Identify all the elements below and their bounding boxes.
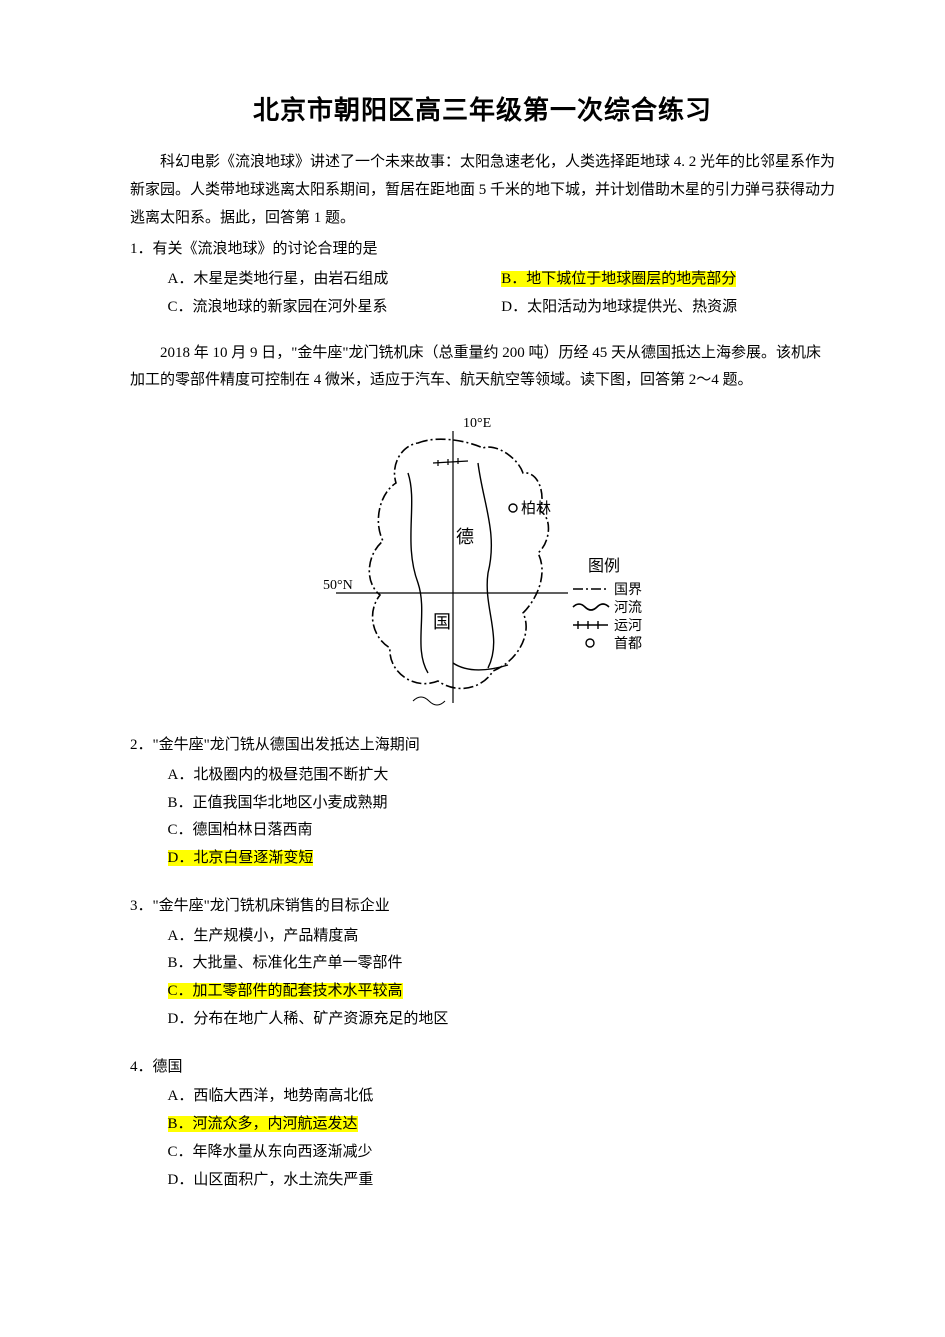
q1-option-d: D．太阳活动为地球提供光、热资源 (501, 294, 835, 322)
q3-option-d: D．分布在地广人稀、矿产资源充足的地区 (168, 1006, 836, 1034)
q4-options: A．西临大西洋，地势南高北低 B．河流众多，内河航运发达 C．年降水量从东向西逐… (130, 1083, 835, 1194)
legend-title: 图例 (588, 557, 620, 575)
q4-stem: 4．德国 (130, 1054, 835, 1082)
label-10e: 10°E (463, 416, 491, 431)
q4-option-a: A．西临大西洋，地势南高北低 (168, 1083, 836, 1111)
q1-option-b: B．地下城位于地球圈层的地壳部分 (501, 266, 835, 294)
q1-options: A．木星是类地行星，由岩石组成 B．地下城位于地球圈层的地壳部分 C．流浪地球的… (130, 266, 835, 322)
q3-option-c-text: C．加工零部件的配套技术水平较高 (168, 983, 403, 999)
germany-map-svg: 10°E 50°N 柏林 德 国 图例 (318, 413, 648, 713)
country-char-top: 德 (456, 527, 474, 547)
legend-label-border: 国界 (614, 583, 642, 598)
label-50n: 50°N (323, 578, 353, 593)
q2-options: A．北极圈内的极昼范围不断扩大 B．正值我国华北地区小麦成熟期 C．德国柏林日落… (130, 762, 835, 873)
q2-option-d-text: D．北京白昼逐渐变短 (168, 850, 314, 866)
exam-page: 北京市朝阳区高三年级第一次综合练习 科幻电影《流浪地球》讲述了一个未来故事：太阳… (0, 0, 945, 1337)
figure-germany-map: 10°E 50°N 柏林 德 国 图例 (130, 413, 835, 718)
q4-option-b: B．河流众多，内河航运发达 (168, 1111, 836, 1139)
q2-option-d: D．北京白昼逐渐变短 (168, 845, 836, 873)
context-paragraph-1: 科幻电影《流浪地球》讲述了一个未来故事：太阳急速老化，人类选择距地球 4. 2 … (130, 149, 835, 232)
q4-option-d: D．山区面积广，水土流失严重 (168, 1167, 836, 1195)
country-char-bottom: 国 (433, 612, 451, 632)
q3-options: A．生产规模小，产品精度高 B．大批量、标准化生产单一零部件 C．加工零部件的配… (130, 923, 835, 1034)
q1-option-b-text: B．地下城位于地球圈层的地壳部分 (501, 271, 736, 287)
q3-option-a: A．生产规模小，产品精度高 (168, 923, 836, 951)
q4-option-b-text: B．河流众多，内河航运发达 (168, 1116, 358, 1132)
capital-marker (509, 504, 517, 512)
legend-symbol-capital (586, 639, 594, 647)
q2-option-a: A．北极圈内的极昼范围不断扩大 (168, 762, 836, 790)
legend-label-river: 河流 (614, 600, 642, 616)
label-berlin: 柏林 (521, 500, 551, 517)
q3-option-c: C．加工零部件的配套技术水平较高 (168, 978, 836, 1006)
context-paragraph-2: 2018 年 10 月 9 日，"金牛座"龙门铣机床（总重量约 200 吨）历经… (130, 340, 835, 396)
q2-option-b: B．正值我国华北地区小麦成熟期 (168, 790, 836, 818)
legend-label-canal: 运河 (614, 618, 642, 634)
context-1-tail: 据此，回答第 1 题。 (220, 210, 355, 226)
q1-option-c: C．流浪地球的新家园在河外星系 (168, 294, 502, 322)
legend-label-capital: 首都 (614, 636, 642, 652)
q1-stem: 1．有关《流浪地球》的讨论合理的是 (130, 236, 835, 264)
q3-stem: 3．"金牛座"龙门铣机床销售的目标企业 (130, 893, 835, 921)
q2-option-c: C．德国柏林日落西南 (168, 817, 836, 845)
q2-stem: 2．"金牛座"龙门铣从德国出发抵达上海期间 (130, 732, 835, 760)
q3-option-b: B．大批量、标准化生产单一零部件 (168, 950, 836, 978)
q4-option-c: C．年降水量从东向西逐渐减少 (168, 1139, 836, 1167)
page-title: 北京市朝阳区高三年级第一次综合练习 (130, 90, 835, 127)
q1-option-a: A．木星是类地行星，由岩石组成 (168, 266, 502, 294)
